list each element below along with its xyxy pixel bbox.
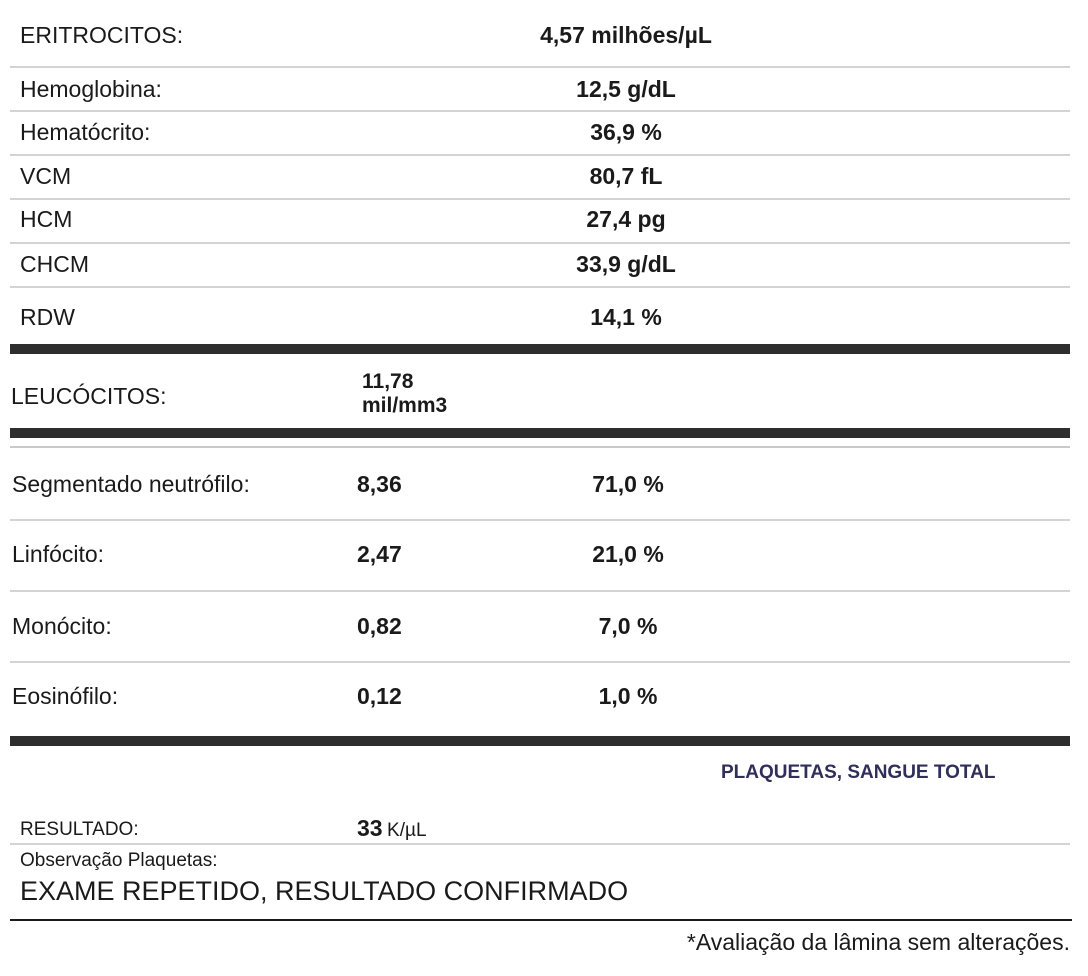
leucocitos-label: LEUCÓCITOS: <box>11 383 167 409</box>
rdw-value: 14,1 % <box>590 304 662 330</box>
hcm-value: 27,4 pg <box>586 206 666 232</box>
monocito-percent: 7,0 % <box>598 613 658 639</box>
hemoglobina-value: 12,5 g/dL <box>576 76 676 102</box>
section-divider <box>10 736 1070 746</box>
leucocitos-count: 11,78 <box>362 370 414 393</box>
leucocitos-unit: mil/mm3 <box>362 394 448 417</box>
monocito-absolute: 0,82 <box>357 613 402 639</box>
divider <box>10 590 1070 592</box>
eritrocitos-label: ERITROCITOS: <box>20 22 184 48</box>
divider <box>10 446 1070 448</box>
rdw-label: RDW <box>20 304 75 330</box>
hemoglobina-label: Hemoglobina: <box>20 76 162 102</box>
neutrofilo-label: Segmentado neutrófilo: <box>12 471 250 497</box>
divider <box>10 110 1070 112</box>
resultado-value: 33 <box>357 815 383 841</box>
hematocrito-value: 36,9 % <box>590 119 662 145</box>
divider <box>10 519 1070 521</box>
resultado-label: RESULTADO: <box>20 819 139 840</box>
section-divider <box>10 428 1070 438</box>
leucocitos-value: 11,78 mil/mm3 <box>362 370 447 418</box>
vcm-value: 80,7 fL <box>589 163 663 189</box>
hcm-label: HCM <box>20 206 73 232</box>
observacao-label: Observação Plaquetas: <box>20 850 218 871</box>
footer-divider <box>10 919 1072 921</box>
neutrofilo-absolute: 8,36 <box>357 471 402 497</box>
eritrocitos-value: 4,57 milhões/µL <box>540 22 712 48</box>
divider <box>10 242 1070 244</box>
neutrofilo-percent: 71,0 % <box>592 471 664 497</box>
monocito-label: Monócito: <box>12 613 112 639</box>
observacao-text: EXAME REPETIDO, RESULTADO CONFIRMADO <box>20 876 629 906</box>
eosinofilo-percent: 1,0 % <box>598 683 658 709</box>
chcm-label: CHCM <box>20 251 89 277</box>
vcm-label: VCM <box>20 163 72 189</box>
hematocrito-label: Hematócrito: <box>20 119 151 145</box>
linfocito-percent: 21,0 % <box>592 541 664 567</box>
divider <box>10 154 1070 156</box>
linfocito-absolute: 2,47 <box>357 541 402 567</box>
resultado-value-group: 33 K/µL <box>357 815 427 842</box>
divider <box>10 66 1070 68</box>
divider <box>10 661 1070 663</box>
plaquetas-title: PLAQUETAS, SANGUE TOTAL <box>721 762 996 783</box>
divider <box>10 198 1070 200</box>
section-divider <box>10 344 1070 354</box>
linfocito-label: Linfócito: <box>12 541 105 567</box>
divider <box>10 286 1070 288</box>
resultado-unit: K/µL <box>387 820 427 841</box>
eosinofilo-absolute: 0,12 <box>357 683 402 709</box>
chcm-value: 33,9 g/dL <box>576 251 676 277</box>
footnote: *Avaliação da lâmina sem alterações. <box>686 929 1070 955</box>
divider <box>10 843 1070 845</box>
eosinofilo-label: Eosinófilo: <box>12 683 119 709</box>
